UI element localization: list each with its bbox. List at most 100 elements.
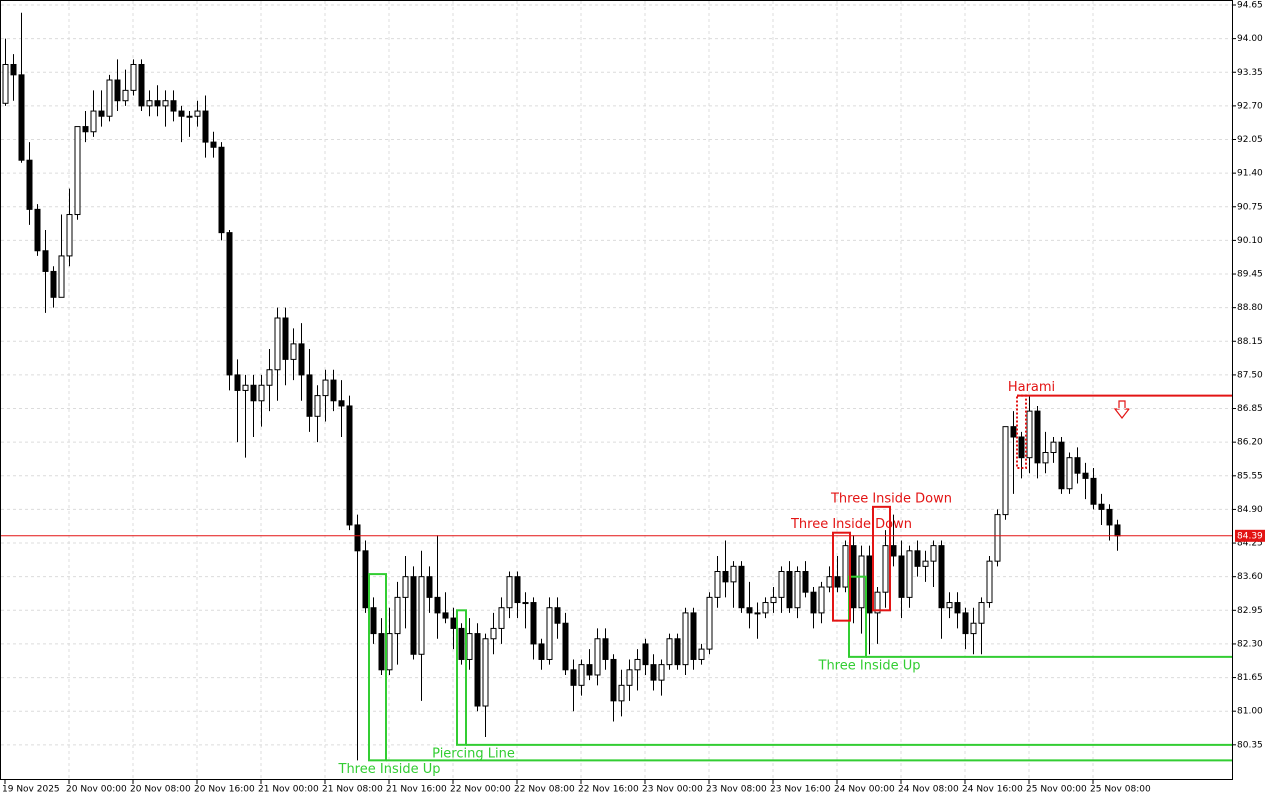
candle-body [1018,436,1025,459]
candle-body [914,550,921,567]
candle-body [450,617,457,629]
y-tick-label: 84.25 [1237,539,1263,549]
candle-body [1050,441,1057,454]
candle-body [2,63,9,104]
candle-body [978,602,985,624]
candle-body [1090,477,1097,505]
candle-body [130,63,137,91]
candle-body [858,555,865,609]
candle-body [842,545,849,588]
candle-body [778,571,785,598]
candle-body [1066,457,1073,490]
candle-body [370,607,377,635]
candle-body [666,638,673,666]
candle-body [266,369,273,386]
x-tick-label: 25 Nov 08:00 [1090,785,1151,795]
candle-body [306,374,313,417]
pattern-label: Three Inside Up [338,762,441,777]
candle-body [586,664,593,676]
candle-body [338,400,345,407]
candle-body [90,110,97,133]
pattern-label: Three Inside Up [818,658,921,673]
candle-body [226,232,233,376]
candle-body [986,560,993,604]
x-tick-label: 23 Nov 08:00 [706,785,767,795]
candle-body [514,576,521,604]
y-tick-label: 94.00 [1237,34,1263,44]
current-price-box [1235,529,1265,542]
x-tick-label: 22 Nov 08:00 [514,785,575,795]
candle-body [610,658,617,702]
x-tick-label: 24 Nov 16:00 [962,785,1023,795]
current-price-label: 84.39 [1237,531,1263,541]
candle-body [834,576,841,588]
candle-body [658,664,665,681]
candle-body [50,270,57,298]
candle-body [682,612,689,666]
candle-body [522,602,529,605]
candle-body [866,555,873,614]
y-tick-label: 92.05 [1237,135,1263,145]
y-tick-label: 81.00 [1237,707,1263,717]
candle-body [626,669,633,686]
candle-body [426,576,433,598]
x-tick-label: 21 Nov 00:00 [258,785,319,795]
candle-body [378,633,385,671]
candle-body [98,110,105,117]
x-tick-label: 20 Nov 08:00 [130,785,191,795]
candle-body [330,379,337,402]
y-tick-label: 90.10 [1237,236,1263,246]
candle-body [874,591,881,614]
y-tick-label: 86.20 [1237,438,1263,448]
y-tick-label: 92.70 [1237,101,1263,111]
candle-body [298,343,305,376]
candle-body [82,126,89,133]
x-tick-label: 24 Nov 08:00 [898,785,959,795]
y-tick-label: 84.90 [1237,505,1263,515]
candle-body [786,571,793,609]
candle-body [1034,410,1041,464]
candle-body [162,100,169,107]
candle-body [994,514,1001,562]
candle-body [762,602,769,614]
candle-body [242,384,249,391]
candle-body [618,684,625,702]
x-tick-label: 19 Nov 2025 [2,785,60,795]
candle-body [530,602,537,645]
candle-body [1114,524,1121,537]
candle-body [346,405,353,526]
candle-body [962,612,969,635]
x-tick-label: 25 Nov 00:00 [1026,785,1087,795]
candle-body [434,596,441,614]
candle-body [178,110,185,117]
pattern-box [368,573,387,762]
x-tick-label: 22 Nov 00:00 [450,785,511,795]
candle-body [418,576,425,655]
candle-body [722,571,729,583]
candle-body [930,545,937,562]
candle-body [218,146,225,234]
candle-body [938,545,945,609]
candle-body [314,395,321,417]
candle-body [1106,508,1113,526]
x-tick-label: 23 Nov 00:00 [642,785,703,795]
candle-body [234,374,241,391]
candle-body [26,159,33,210]
y-tick-label: 86.85 [1237,404,1263,414]
candle-body [482,638,489,707]
y-tick-label: 91.40 [1237,169,1263,179]
candle-body [1082,472,1089,479]
candle-body [258,384,265,402]
y-tick-label: 94.65 [1237,1,1263,11]
pattern-label: Three Inside Down [790,517,912,532]
candle-body [690,612,697,660]
candle-body [826,576,833,588]
y-tick-label: 85.55 [1237,471,1263,481]
candle-body [706,596,713,650]
candle-body [34,208,41,252]
candle-body [506,576,513,609]
candle-body [970,622,977,635]
candle-body [42,250,49,272]
candle-body [202,110,209,143]
